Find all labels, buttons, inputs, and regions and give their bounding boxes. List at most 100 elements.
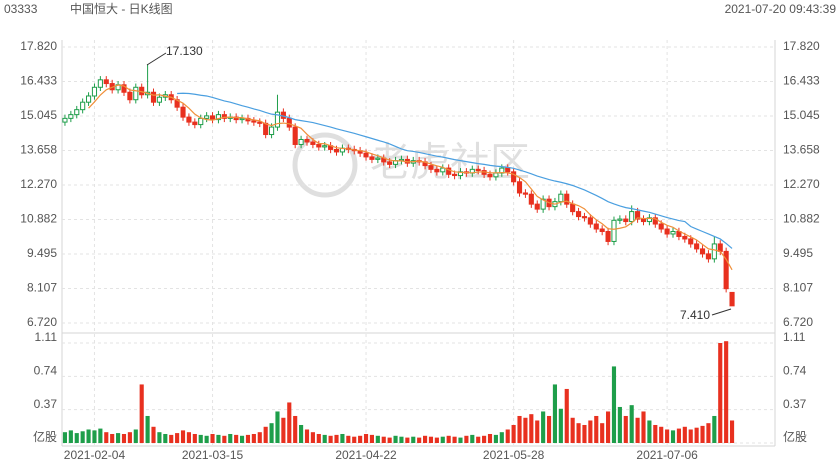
volume-bar [517, 415, 522, 443]
volume-bar [269, 423, 274, 443]
candle-body [428, 165, 434, 170]
candle-body [575, 211, 582, 218]
volume-bar [151, 426, 156, 443]
volume-bar [676, 428, 681, 443]
candle-body [192, 121, 198, 126]
volume-bar [535, 420, 540, 443]
volume-tick-label: 亿股 [783, 429, 807, 444]
volume-bar [659, 426, 664, 443]
volume-bar [523, 417, 528, 443]
volume-bar [476, 436, 481, 443]
candle-body [298, 138, 304, 145]
candle-body [534, 203, 540, 210]
y-tick-label: 6.720 [783, 315, 813, 329]
volume-bar [334, 434, 339, 443]
volume-bar [393, 435, 398, 443]
volume-bar [251, 433, 256, 443]
volume-bar [641, 411, 646, 443]
x-tick-label: 2021-02-04 [64, 448, 126, 462]
annotation: 7.410 [680, 308, 710, 322]
volume-bar [499, 432, 504, 443]
volume-bar [670, 430, 676, 443]
datetime: 2021-07-20 09:43:39 [725, 2, 837, 16]
y-tick-label: 9.495 [27, 246, 57, 260]
candle-body [221, 114, 227, 119]
candle-body [446, 167, 452, 175]
volume-bar [346, 435, 351, 443]
volume-bar [606, 411, 611, 443]
volume-bar [505, 429, 510, 443]
volume-bar [328, 435, 333, 443]
volume-bar [511, 424, 516, 443]
volume-bar [304, 429, 310, 443]
volume-bar [546, 415, 552, 443]
volume-bar [564, 388, 569, 443]
candle-body [316, 143, 322, 148]
volume-bar [688, 429, 693, 443]
candle-body [705, 253, 712, 260]
candle-body [522, 192, 528, 195]
volume-bar [682, 426, 687, 443]
candle-body [91, 86, 98, 97]
volume-bar [98, 428, 103, 443]
chart-title: 中国恒大 - 日K线图 [70, 1, 173, 16]
volume-bar [706, 423, 711, 443]
candle-body [617, 218, 623, 221]
candle-body [333, 148, 340, 153]
volume-bar [80, 431, 85, 443]
volume-bar [192, 433, 197, 443]
candle-body [74, 109, 80, 116]
candle-body [717, 243, 723, 252]
volume-bar [86, 429, 91, 443]
volume-bar [718, 343, 723, 443]
candle-body [505, 167, 511, 173]
y-tick-label: 8.107 [783, 281, 813, 295]
candle-body [198, 117, 204, 126]
volume-bar [665, 429, 670, 443]
volume-bar [729, 420, 735, 443]
x-tick-label: 2021-03-15 [182, 448, 244, 462]
volume-bar [216, 434, 221, 443]
candle-body [570, 203, 576, 213]
volume-bar [62, 432, 68, 443]
volume-bar [121, 433, 127, 443]
volume-bar [234, 434, 239, 443]
volume-bar [352, 436, 357, 443]
volume-bar [310, 432, 315, 443]
candle-body [605, 230, 611, 242]
volume-bar [617, 406, 622, 443]
watermark-logo [292, 132, 358, 198]
candle-body [599, 228, 605, 232]
candle-body [664, 228, 670, 235]
y-tick-label: 17.820 [20, 39, 57, 53]
volume-bar [322, 434, 327, 443]
candle-body [150, 91, 157, 103]
candle-body [127, 91, 133, 101]
volume-bar [541, 411, 546, 443]
candle-body [682, 235, 688, 240]
candle-body [452, 173, 458, 177]
candle-body [68, 114, 74, 119]
y-tick-label: 15.045 [20, 108, 57, 122]
volume-bar [399, 436, 404, 443]
candle-body [156, 96, 162, 103]
candle-body [635, 211, 641, 220]
volume-bar [293, 415, 298, 443]
candle-body [652, 217, 658, 225]
candle-body [274, 111, 281, 128]
y-tick-label: 6.720 [27, 315, 57, 329]
candle-body [363, 152, 369, 158]
volume-bar [440, 436, 445, 443]
volume-bar [600, 423, 605, 443]
candle-body [180, 106, 186, 118]
volume-bar [287, 402, 292, 443]
volume-bar [116, 433, 121, 443]
candle-body [322, 145, 328, 148]
volume-bar [263, 426, 268, 443]
y-tick-label: 13.658 [20, 143, 57, 157]
candle-body [558, 193, 564, 203]
candle-body [688, 238, 694, 245]
volume-bar [452, 436, 457, 443]
volume-bar [175, 433, 180, 443]
candle-body [215, 114, 222, 121]
